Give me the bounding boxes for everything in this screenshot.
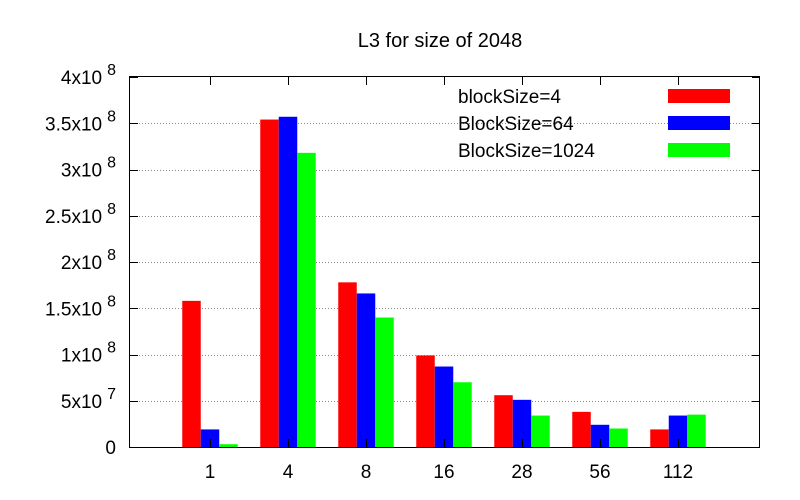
x-tick-label: 4 [283,462,294,483]
bar-blocksize-64-56 [590,424,610,447]
y-tick-label: 4x10 8 [61,62,116,89]
legend-swatch [668,116,730,130]
x-tick-label: 1 [205,462,216,483]
grid-lines [130,123,760,402]
y-tick-label: 1x10 8 [61,340,116,367]
bar-blocksize-1024-28 [531,415,550,447]
legend-swatch [668,89,730,103]
bar-blocksize-64-16 [434,366,454,447]
bar-blocksize-4-8 [338,282,357,447]
y-tick-label: 1.5x10 8 [45,293,116,320]
x-tick-label: 112 [663,462,693,483]
legend: blockSize=4 BlockSize=64 BlockSize=1024 [458,87,730,162]
bar-blocksize-4-28 [494,395,513,447]
chart-title: L3 for size of 2048 [358,30,523,52]
bar-blocksize-64-4 [278,116,298,448]
bar-blocksize-4-1 [182,300,201,447]
bars [182,116,706,448]
legend-label: BlockSize=64 [458,114,574,135]
legend-label: blockSize=4 [458,87,561,108]
y-tick-label: 3.5x10 8 [45,108,116,135]
legend-label: BlockSize=1024 [458,141,595,162]
bar-blocksize-64-8 [356,293,376,447]
bar-blocksize-1024-1 [219,444,238,447]
bar-blocksize-1024-4 [297,152,316,447]
bar-blocksize-1024-112 [687,414,706,447]
x-tick-label: 8 [361,462,372,483]
y-tick-label: 0 [105,438,116,459]
bar-blocksize-1024-16 [453,382,472,447]
bar-blocksize-64-112 [668,415,688,447]
y-tick-label: 3x10 8 [61,155,116,182]
bar-blocksize-1024-8 [375,317,394,447]
legend-swatch [668,143,730,157]
y-tick-label: 2x10 8 [61,247,116,274]
bar-blocksize-4-4 [260,119,279,448]
bar-blocksize-64-28 [512,399,532,447]
x-tick-label: 28 [511,462,532,483]
x-axis: 1 4 8 16 28 56 112 [205,77,693,483]
x-tick-label: 16 [433,462,454,483]
y-tick-label: 5x10 7 [61,386,116,413]
bar-blocksize-4-56 [572,411,591,447]
y-axis: 0 5x10 7 1x10 8 1.5x10 8 2x10 8 2.5x10 8 3x10 8 3.5x1… [45,62,760,459]
bar-blocksize-1024-56 [609,428,628,447]
bar-blocksize-64-1 [200,429,220,447]
y-tick-label: 2.5x10 8 [45,201,116,228]
bar-blocksize-4-112 [650,429,669,447]
bar-blocksize-4-16 [416,355,435,447]
x-tick-label: 56 [589,462,610,483]
